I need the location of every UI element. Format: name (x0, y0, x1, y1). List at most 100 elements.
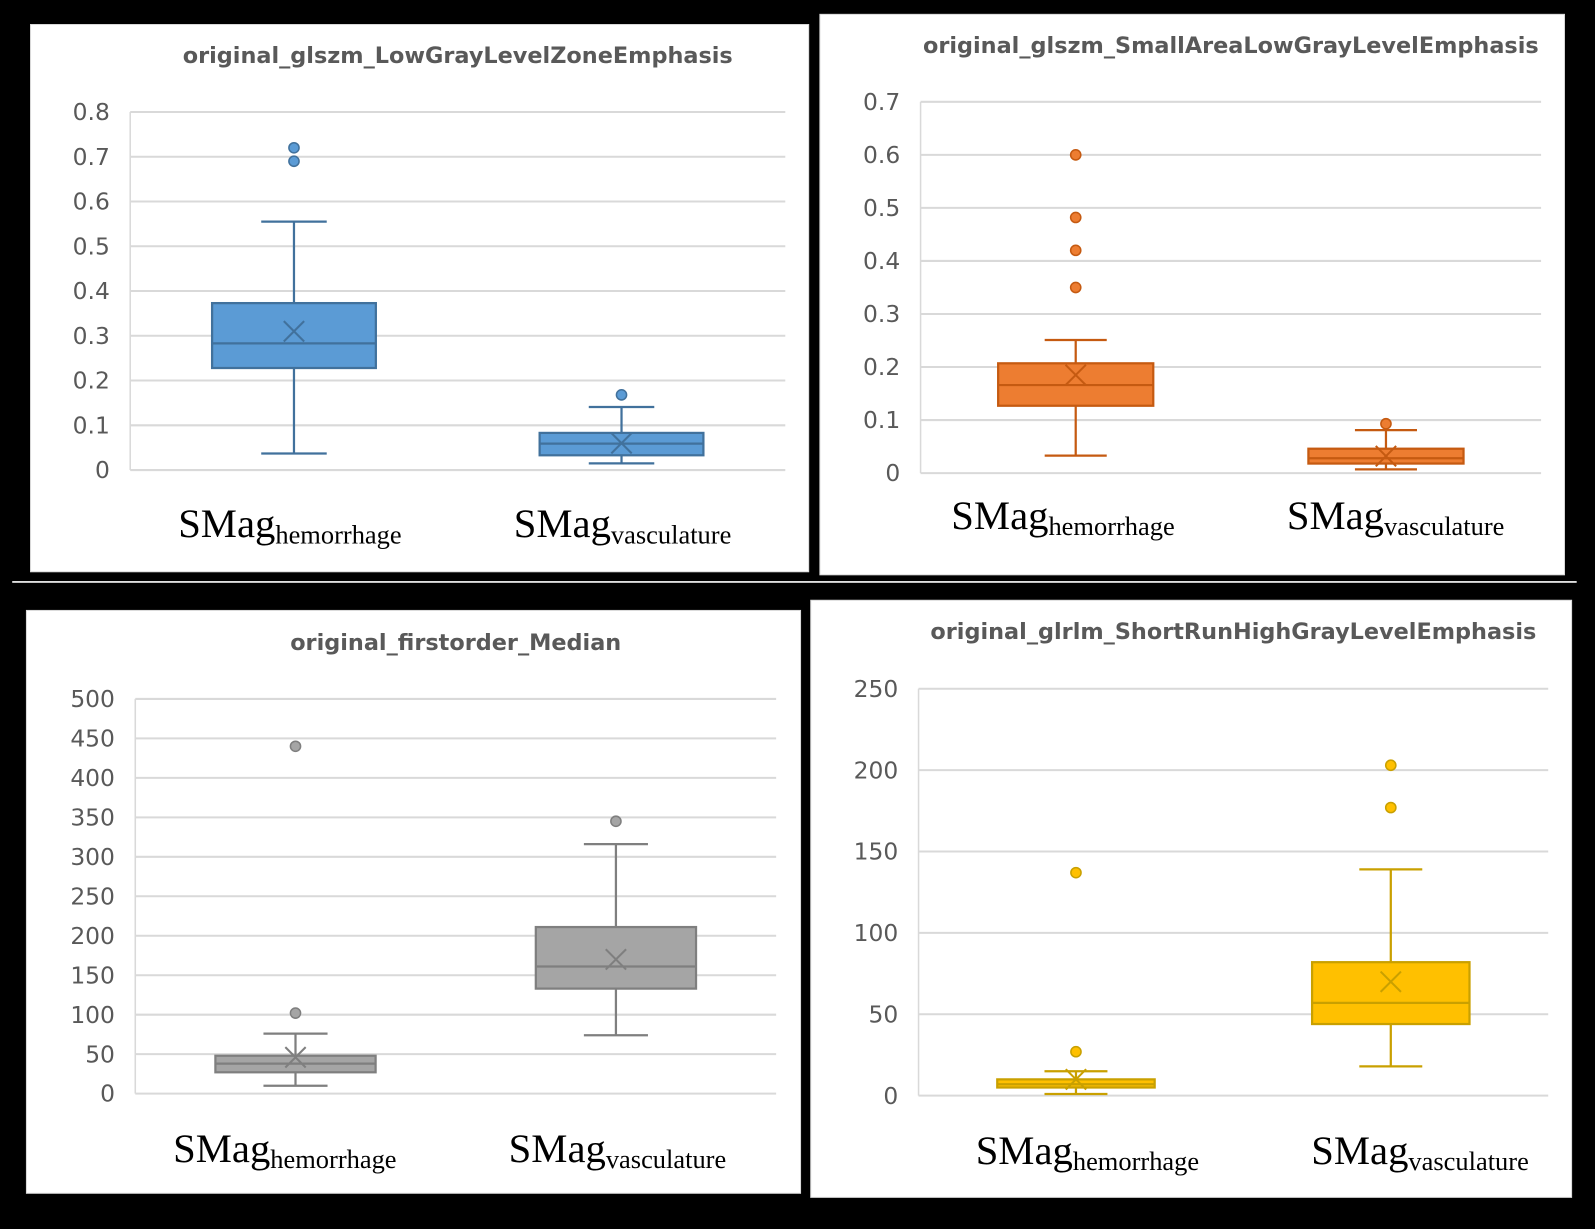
mean-marker (1065, 1068, 1087, 1091)
y-tick-label: 500 (70, 685, 115, 713)
chart-area (819, 13, 1565, 576)
mean-marker (283, 320, 305, 343)
outlier-point (1070, 866, 1082, 879)
y-tick-label: 0.8 (73, 98, 110, 126)
outlier-point (615, 389, 628, 401)
y-tick-label: 350 (70, 803, 115, 831)
x-category-label: SMaghemorrhage (173, 1126, 396, 1174)
outlier-point (289, 1007, 302, 1019)
x-category-label: SMaghemorrhage (976, 1128, 1199, 1176)
y-tick-label: 0.4 (863, 247, 900, 275)
x-category-label: SMagvasculature (1287, 493, 1505, 541)
category-main: SMag (1287, 493, 1384, 538)
y-tick-label: 0.5 (863, 194, 900, 222)
chart-panel-2: original_glszm_SmallAreaLowGrayLevelEmph… (819, 13, 1565, 576)
y-tick-label: 0 (95, 456, 110, 484)
outlier-point (1380, 417, 1392, 430)
chart-title: original_glszm_LowGrayLevelZoneEmphasis (183, 43, 733, 69)
y-tick-label: 0.5 (73, 232, 110, 260)
outlier-point (610, 815, 622, 828)
y-tick-label: 150 (854, 838, 899, 866)
mean-marker (1379, 970, 1402, 993)
y-tick-label: 0 (885, 459, 900, 487)
y-tick-label: 100 (854, 919, 899, 947)
outlier-point (288, 141, 300, 154)
y-tick-label: 0 (883, 1082, 898, 1110)
y-tick-label: 450 (70, 725, 115, 753)
chart-panel-1: original_glszm_LowGrayLevelZoneEmphasis 0… (30, 24, 810, 573)
x-category-label: SMaghemorrhage (178, 501, 401, 549)
category-main: SMag (1311, 1128, 1408, 1173)
category-subscript: vasculature (606, 1144, 726, 1174)
box-1 (214, 740, 377, 1087)
mean-marker (610, 432, 633, 455)
category-main: SMag (509, 1126, 606, 1171)
chart-title: original_glrlm_ShortRunHighGrayLevelEmph… (930, 619, 1536, 645)
category-main: SMag (514, 501, 611, 546)
outlier-point (1069, 244, 1082, 257)
mean-marker (1064, 364, 1087, 386)
category-subscript: hemorrhage (1073, 1146, 1199, 1176)
y-tick-label: 50 (85, 1040, 115, 1068)
outlier-point (1384, 759, 1397, 772)
y-tick-label: 0.2 (73, 367, 110, 395)
y-tick-label: 100 (70, 1001, 115, 1029)
category-subscript: vasculature (1384, 511, 1504, 541)
y-tick-label: 0 (100, 1080, 115, 1108)
box-2 (538, 389, 705, 465)
x-category-label: SMagvasculature (514, 501, 732, 549)
category-main: SMag (976, 1128, 1073, 1173)
y-tick-label: 400 (70, 764, 115, 792)
outlier-point (1069, 211, 1082, 224)
y-tick-label: 250 (70, 882, 115, 910)
box-1 (996, 866, 1156, 1096)
chart-panel-4: original_glrlm_ShortRunHighGrayLevelEmph… (810, 599, 1573, 1198)
y-tick-label: 0.3 (73, 322, 110, 350)
category-main: SMag (951, 493, 1048, 538)
x-category-label: SMagvasculature (1311, 1128, 1529, 1176)
x-category-label: SMagvasculature (509, 1126, 727, 1174)
box-2 (1307, 417, 1465, 471)
mean-marker (605, 948, 627, 971)
y-tick-label: 0.1 (73, 411, 110, 439)
outlier-point (288, 155, 300, 168)
outlier-point (1070, 1045, 1082, 1058)
y-tick-label: 0.6 (863, 141, 900, 169)
category-main: SMag (173, 1126, 270, 1171)
box-1 (210, 141, 377, 455)
chart-area (25, 609, 802, 1194)
y-tick-label: 0.1 (863, 406, 900, 434)
outlier-point (1384, 801, 1397, 814)
outlier-point (1069, 281, 1082, 294)
category-main: SMag (178, 501, 275, 546)
chart-area (30, 24, 810, 573)
y-tick-label: 0.7 (73, 143, 110, 171)
iqr-box (534, 925, 698, 990)
category-subscript: vasculature (1408, 1146, 1528, 1176)
chart-area (810, 599, 1573, 1198)
category-subscript: hemorrhage (270, 1144, 396, 1174)
box-1 (997, 149, 1155, 457)
y-tick-label: 200 (70, 922, 115, 950)
mean-marker (284, 1046, 307, 1069)
chart-panel-3: original_firstorder_Median 0 50 100 150 200 25… (25, 609, 802, 1194)
box-2 (534, 815, 698, 1037)
chart-title: original_firstorder_Median (290, 630, 621, 656)
x-category-label: SMaghemorrhage (951, 493, 1174, 541)
y-tick-label: 50 (868, 1000, 898, 1028)
mean-marker (1375, 445, 1397, 468)
outlier-point (1069, 149, 1082, 161)
iqr-box (210, 301, 377, 370)
box-2 (1310, 759, 1471, 1068)
y-tick-label: 0.6 (73, 188, 110, 216)
iqr-box (1310, 961, 1471, 1026)
outlier-point (289, 740, 302, 753)
y-tick-label: 0.3 (863, 300, 900, 328)
y-tick-label: 250 (854, 675, 899, 703)
y-tick-label: 300 (70, 843, 115, 871)
y-tick-label: 0.4 (73, 277, 110, 305)
category-subscript: vasculature (611, 519, 731, 549)
category-subscript: hemorrhage (275, 519, 401, 549)
y-tick-label: 0.2 (863, 353, 900, 381)
